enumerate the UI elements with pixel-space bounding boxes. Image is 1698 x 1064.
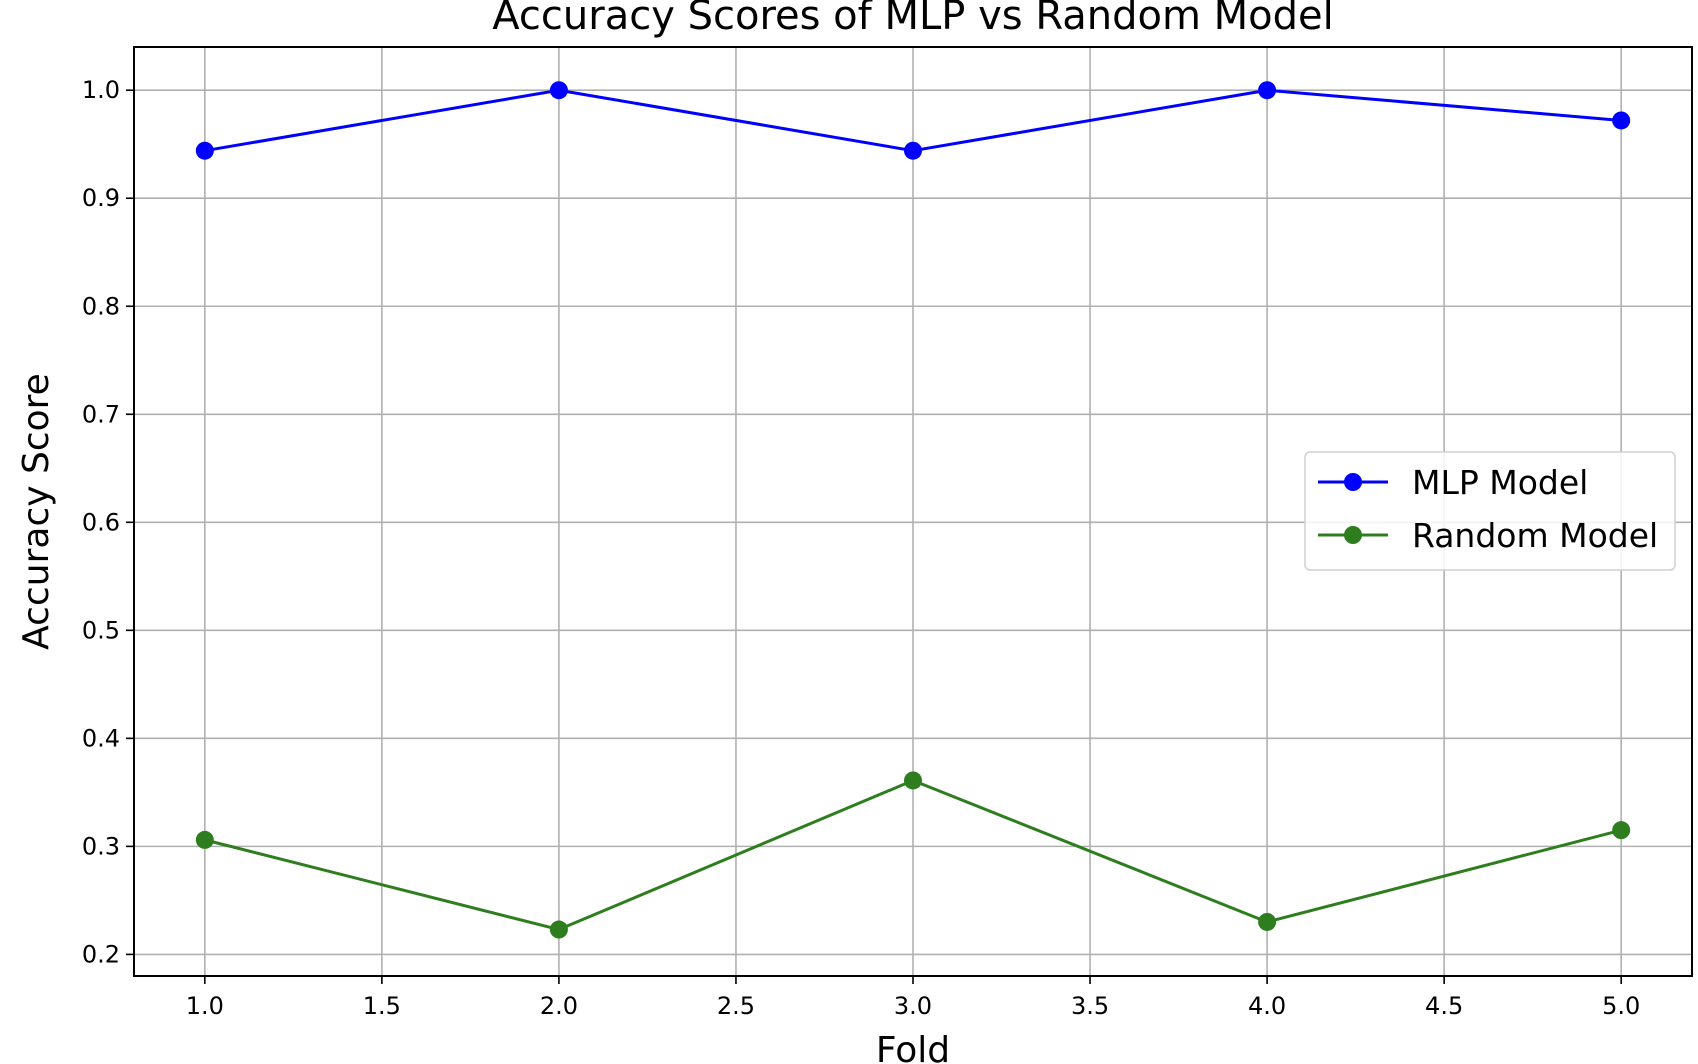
legend-box: [1304, 451, 1676, 571]
mlp-model-point: [549, 81, 568, 100]
legend-swatch-marker: [1344, 473, 1362, 491]
random-model-point: [904, 771, 922, 790]
y-tick-label: 0.2: [82, 940, 120, 968]
x-tick-label: 5.0: [1602, 992, 1640, 1020]
legend-label: MLP Model: [1412, 463, 1588, 502]
legend-swatch-marker: [1344, 526, 1362, 544]
axis-tick-labels: 1.0 1.5 2.0 2.5 3.0 3.5 4.0 4.5 5.0 0.2 0.3 0.4 0.5 0…: [82, 76, 1640, 1020]
mlp-model-point: [1612, 111, 1631, 130]
x-tick-label: 2.5: [717, 992, 755, 1020]
random-model-point: [549, 920, 568, 939]
x-tick-label: 3.0: [894, 992, 932, 1020]
x-tick-label: 1.5: [363, 992, 401, 1020]
mlp-model-point: [904, 141, 922, 160]
y-axis-title: Accuracy Score: [16, 373, 57, 650]
x-axis-title: Fold: [876, 1030, 950, 1064]
x-tick-label: 1.0: [186, 992, 224, 1020]
x-tick-label: 4.5: [1425, 992, 1463, 1020]
legend: MLP Model Random Model: [1304, 451, 1676, 571]
grid-lines: [134, 47, 1692, 976]
y-tick-label: 0.7: [82, 400, 120, 428]
y-tick-label: 0.4: [82, 724, 120, 752]
y-tick-label: 0.6: [82, 508, 120, 536]
legend-label: Random Model: [1412, 516, 1658, 555]
x-tick-label: 2.0: [540, 992, 578, 1020]
random-model-point: [1258, 912, 1277, 931]
x-tick-label: 4.0: [1248, 992, 1286, 1020]
random-model-point: [1612, 821, 1631, 840]
y-tick-label: 0.8: [82, 292, 120, 320]
legend-item-mlp-model: MLP Model: [1318, 463, 1588, 502]
y-tick-label: 0.5: [82, 616, 120, 644]
axis-ticks: [126, 89, 1622, 984]
y-tick-label: 1.0: [82, 76, 120, 104]
series-markers: [195, 81, 1631, 939]
y-tick-label: 0.9: [82, 184, 120, 212]
legend-item-random-model: Random Model: [1318, 516, 1658, 555]
chart-title: Accuracy Scores of MLP vs Random Model: [492, 0, 1333, 39]
x-tick-label: 3.5: [1071, 992, 1109, 1020]
legend-items: MLP Model Random Model: [1318, 463, 1658, 555]
mlp-model-point: [195, 141, 214, 160]
random-model-point: [195, 830, 214, 849]
y-tick-label: 0.3: [82, 832, 120, 860]
mlp-model-point: [1258, 81, 1277, 100]
